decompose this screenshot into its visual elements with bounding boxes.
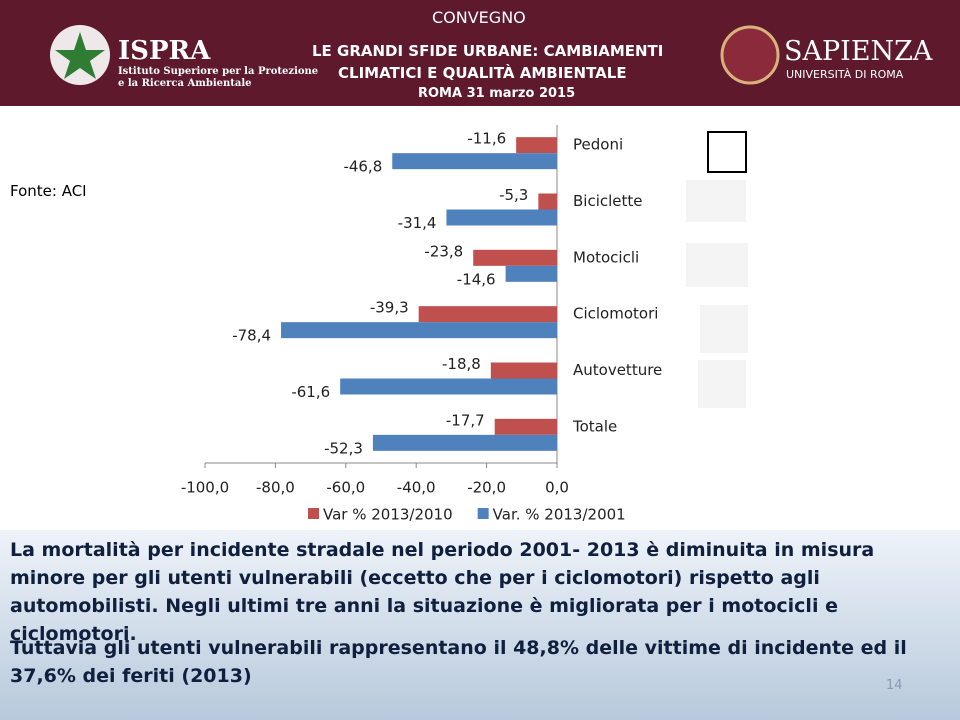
value-label: -5,3 — [499, 186, 528, 204]
x-tick-label: -60,0 — [326, 479, 365, 497]
bar — [473, 249, 557, 266]
value-label: -78,4 — [232, 327, 271, 345]
x-tick-label: 0,0 — [545, 479, 569, 497]
icon — [707, 131, 747, 173]
category-label: Motocicli — [573, 248, 639, 266]
org-line: Istituto Superiore per la Protezione — [118, 66, 319, 77]
icons — [686, 131, 748, 408]
category-label: Pedoni — [573, 136, 623, 154]
bar — [340, 378, 557, 395]
value-label: -23,8 — [424, 242, 463, 260]
value-label: -17,7 — [446, 411, 485, 429]
event-title: LE GRANDI SFIDE URBANE: CAMBIAMENTI — [312, 42, 664, 60]
icon — [698, 360, 746, 408]
bar — [372, 434, 557, 451]
source: Fonte: ACI — [10, 182, 87, 200]
chart: -100,0 -80,0 -60,0 -40,0 -20,0 0,0 Pedoni -11,6… — [181, 125, 748, 524]
legend-label: Var. % 2013/2001 — [493, 506, 626, 524]
value-label: -11,6 — [467, 130, 506, 148]
paragraph: Tuttavia gli utenti vulnerabili rapprese… — [10, 637, 907, 687]
x-tick-label: -40,0 — [397, 479, 436, 497]
university: SAPIENZA — [784, 36, 933, 67]
x-tick-label: -80,0 — [256, 479, 295, 497]
seal — [720, 25, 780, 85]
bar — [494, 418, 557, 435]
category-label: Biciclette — [573, 192, 643, 210]
bar — [392, 153, 557, 170]
value-label: -18,8 — [442, 355, 481, 373]
value-label: -61,6 — [291, 383, 330, 401]
legend-label: Var % 2013/2010 — [323, 506, 453, 524]
org-line: e la Ricerca Ambientale — [118, 78, 252, 89]
bar — [281, 322, 557, 339]
legend-swatch — [308, 508, 319, 519]
bar — [490, 362, 557, 379]
value-label: -39,3 — [370, 299, 409, 317]
university-sub: UNIVERSITÀ DI ROMA — [786, 68, 904, 81]
header: ISPRA Istituto Superiore per la Protezio… — [0, 0, 960, 106]
org: ISPRA — [118, 36, 211, 66]
text-box: La mortalità per incidente stradale nel … — [0, 530, 960, 720]
legend-swatch — [477, 508, 489, 519]
category-label: Autovetture — [573, 361, 662, 379]
value-label: -46,8 — [343, 158, 382, 176]
page-number: 14 — [886, 678, 903, 693]
event: CONVEGNO — [432, 8, 526, 27]
x-tick-label: -20,0 — [467, 479, 506, 497]
value-label: -14,6 — [457, 270, 496, 288]
bar — [446, 209, 557, 226]
bar — [516, 137, 557, 154]
icon — [686, 243, 748, 287]
event-title: CLIMATICI E QUALITÀ AMBIENTALE — [338, 64, 627, 82]
bar — [538, 193, 557, 210]
icon — [700, 305, 748, 353]
bar — [418, 306, 557, 323]
category-label: Totale — [572, 417, 617, 435]
x-tick-label: -100,0 — [181, 479, 229, 497]
icon — [686, 180, 746, 222]
logos — [50, 25, 780, 85]
value-label: -31,4 — [398, 214, 437, 232]
paragraph: La mortalità per incidente stradale nel … — [10, 539, 875, 645]
value-label: -52,3 — [324, 439, 363, 457]
star — [55, 32, 105, 79]
date: ROMA 31 marzo 2015 — [418, 86, 576, 101]
category-label: Ciclomotori — [573, 305, 658, 323]
bar — [505, 265, 557, 282]
